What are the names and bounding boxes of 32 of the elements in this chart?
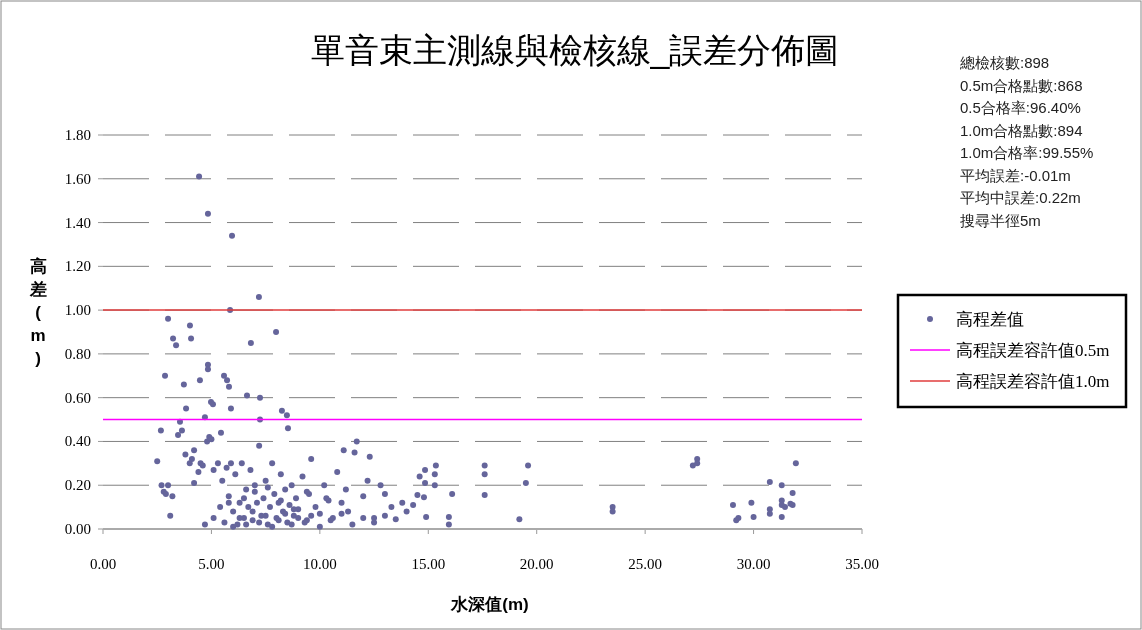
x-tick-label: 20.00	[519, 556, 554, 572]
y-tick-label: 1.60	[64, 170, 91, 187]
chart-title: 單音束主測線與檢核線_誤差分佈圖	[310, 31, 840, 69]
legend-label: 高程誤差容許值1.0m	[956, 372, 1110, 391]
text: 0.5m合格點數:868	[960, 76, 1083, 94]
y-tick-label: 1.40	[64, 214, 91, 231]
text: 平均中誤差:0.22m	[960, 189, 1081, 206]
x-tick-label: 30.00	[736, 556, 771, 572]
y-tick-label: 0.60	[64, 389, 91, 406]
y-tick-label: 0.40	[64, 433, 91, 450]
text: 總檢核數:898	[959, 54, 1050, 71]
y-tick-label: 1.20	[64, 258, 91, 275]
y-axis-title: 高差(m)	[28, 257, 47, 368]
x-tick-label: 15.00	[411, 556, 446, 572]
text: 1.0m合格率:99.55%	[960, 144, 1094, 161]
y-tick-label: 1.80	[64, 127, 91, 143]
text: 平均誤差:-0.01m	[960, 166, 1071, 184]
legend-label: 高程誤差容許值0.5m	[956, 341, 1110, 360]
y-tick-label: 0.80	[64, 345, 91, 362]
legend-label: 高程差值	[956, 310, 1024, 329]
x-tick-label: 35.00	[845, 556, 879, 572]
y-tick-label: 1.00	[64, 302, 91, 319]
y-tick-label: 0.00	[64, 521, 91, 537]
x-tick-label: 5.00	[198, 556, 225, 572]
x-tick-label: 10.00	[302, 556, 337, 572]
text: 1.0m合格點數:894	[960, 121, 1083, 139]
x-tick-label: 0.00	[89, 556, 117, 572]
x-tick-label: 25.00	[628, 556, 663, 572]
x-axis-title: 水深值(m)	[450, 595, 529, 614]
text: 搜尋半徑5m	[960, 211, 1041, 229]
y-tick-label: 0.20	[64, 477, 91, 494]
text: 0.5合格率:96.40%	[960, 99, 1081, 116]
